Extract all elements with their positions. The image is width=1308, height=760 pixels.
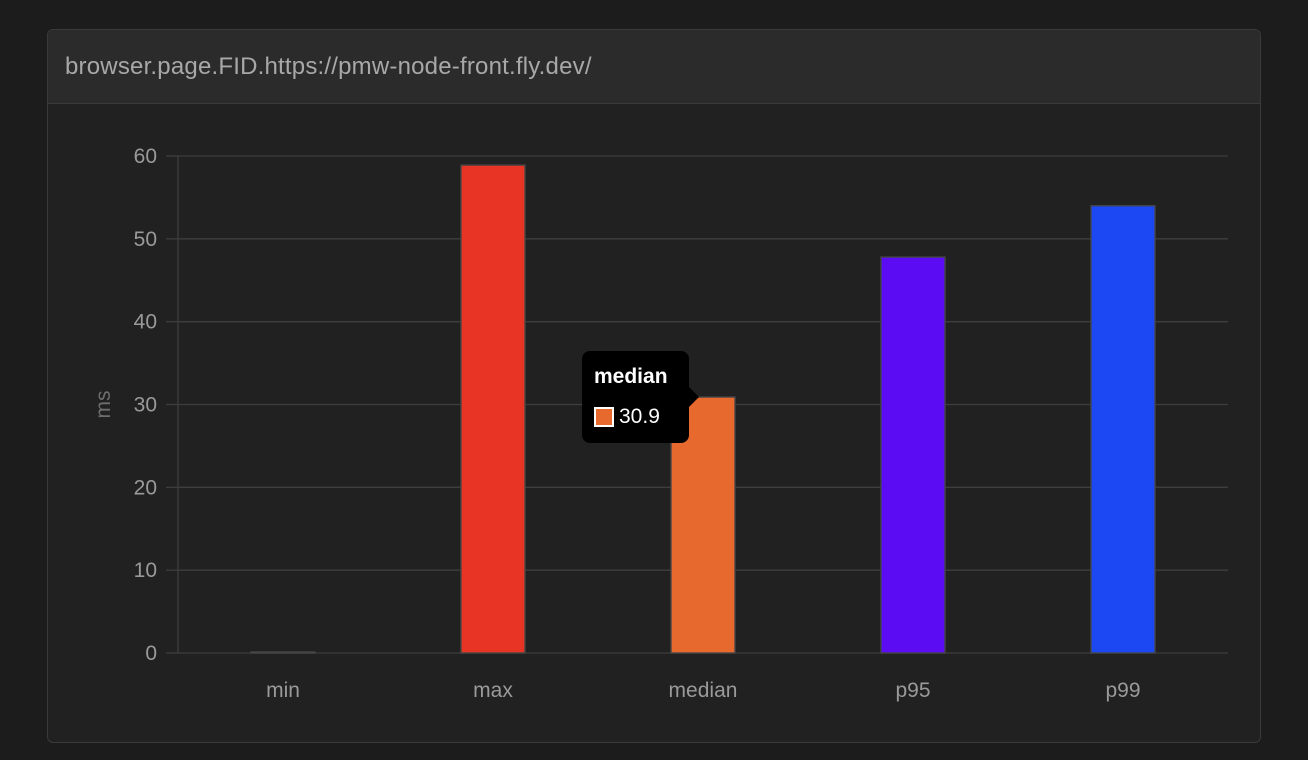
x-tick-label: max (473, 679, 513, 702)
y-tick-label: 20 (134, 476, 157, 499)
x-tick-label: median (669, 679, 738, 702)
y-tick-label: 30 (134, 394, 157, 417)
x-tick-label: p95 (895, 679, 930, 702)
bar-p99 (1090, 204, 1156, 654)
y-tick-label: 40 (134, 311, 157, 334)
y-tick-label: 0 (145, 642, 157, 665)
bar-min (250, 651, 316, 654)
tooltip-value: 30.9 (619, 405, 660, 428)
tooltip-color-swatch (594, 407, 614, 427)
tooltip-row: 30.9 (594, 405, 660, 429)
y-tick-label: 60 (134, 145, 157, 168)
chart-tooltip: median 30.9 (582, 351, 699, 443)
tooltip-title: median (594, 365, 668, 388)
x-tick-label: min (266, 679, 300, 702)
chart-title: browser.page.FID.https://pmw-node-front.… (65, 52, 592, 80)
card-header: browser.page.FID.https://pmw-node-front.… (48, 30, 1260, 104)
bar-max (460, 164, 526, 654)
chart-card: browser.page.FID.https://pmw-node-front.… (47, 29, 1261, 743)
y-axis-title: ms (92, 391, 115, 419)
y-tick-label: 10 (134, 559, 157, 582)
bar-p95 (880, 256, 946, 654)
x-tick-label: p99 (1105, 679, 1140, 702)
y-tick-label: 50 (134, 228, 157, 251)
